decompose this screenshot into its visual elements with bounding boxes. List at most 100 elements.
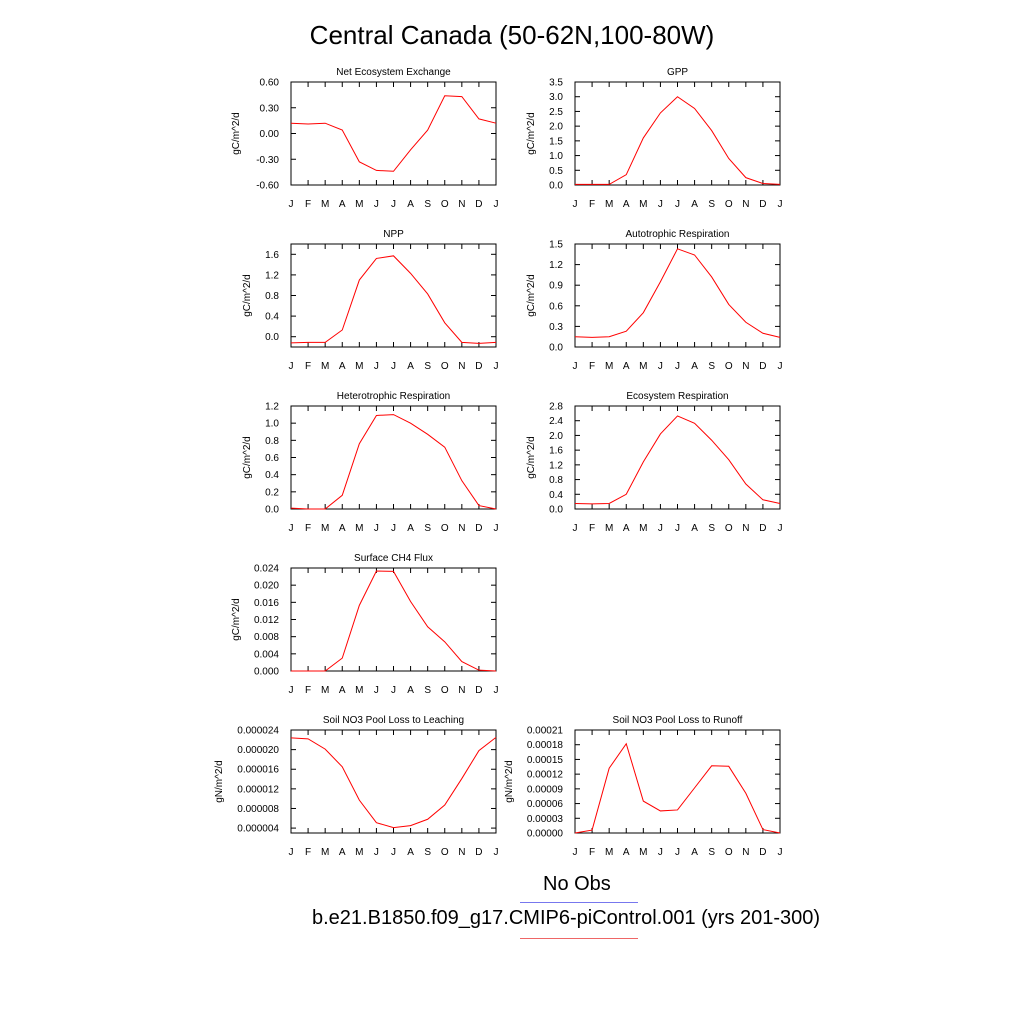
x-tick-label-4-2: M — [321, 523, 329, 534]
x-tick-label-4-6: J — [391, 523, 396, 534]
legend-line-model — [520, 938, 638, 939]
plot-frame-3 — [574, 243, 781, 348]
x-tick-label-4-5: J — [374, 523, 379, 534]
x-tick-label-7-1: F — [305, 847, 311, 858]
x-tick-label-1-5: J — [658, 199, 663, 210]
y-tick-label-6-4: 0.008 — [254, 632, 279, 643]
panel-title-0: Net Ecosystem Exchange — [336, 67, 451, 78]
x-tick-label-6-4: M — [355, 685, 363, 696]
y-tick-label-2-2: 0.8 — [265, 291, 279, 302]
x-tick-label-0-10: N — [458, 199, 465, 210]
panel-title-4: Heterotrophic Respiration — [337, 391, 450, 402]
plot-frame-7 — [290, 729, 497, 834]
x-tick-label-8-8: S — [708, 847, 715, 858]
y-tick-label-0-0: 0.60 — [260, 78, 280, 89]
series-line-7-0 — [290, 736, 497, 829]
y-tick-label-6-5: 0.004 — [254, 649, 279, 660]
y-axis-label-1: gC/m^2/d — [526, 112, 537, 155]
y-tick-label-7-1: 0.000020 — [237, 745, 279, 756]
series-line-0-0 — [290, 95, 497, 172]
panel-title-7: Soil NO3 Pool Loss to Leaching — [323, 715, 464, 726]
x-tick-label-1-3: A — [623, 199, 630, 210]
x-tick-label-8-12: J — [778, 847, 783, 858]
legend-label-obs: No Obs — [543, 873, 611, 895]
x-tick-label-7-2: M — [321, 847, 329, 858]
x-tick-label-0-4: M — [355, 199, 363, 210]
x-tick-label-0-8: S — [424, 199, 431, 210]
legend-label-model: b.e21.B1850.f09_g17.CMIP6-piControl.001 … — [312, 907, 821, 929]
x-tick-label-5-2: M — [605, 523, 613, 534]
x-tick-label-3-11: D — [759, 361, 766, 372]
plot-frame-1 — [574, 81, 781, 186]
y-tick-label-7-2: 0.000016 — [237, 765, 279, 776]
x-tick-label-2-10: N — [458, 361, 465, 372]
y-tick-label-0-2: 0.00 — [260, 129, 280, 140]
x-tick-label-5-7: A — [691, 523, 698, 534]
y-axis-label-0: gC/m^2/d — [231, 112, 242, 155]
x-tick-label-6-1: F — [305, 685, 311, 696]
x-tick-label-2-7: A — [407, 361, 414, 372]
x-tick-label-5-9: O — [725, 523, 733, 534]
x-tick-label-2-5: J — [374, 361, 379, 372]
y-tick-label-5-7: 0.0 — [549, 505, 563, 516]
y-tick-label-6-2: 0.016 — [254, 598, 279, 609]
plot-frame-4 — [290, 405, 497, 510]
y-tick-label-2-3: 0.4 — [265, 312, 279, 323]
y-tick-label-1-6: 0.5 — [549, 166, 563, 177]
x-tick-label-3-3: A — [623, 361, 630, 372]
y-tick-label-5-5: 0.8 — [549, 475, 563, 486]
x-tick-label-1-11: D — [759, 199, 766, 210]
x-tick-label-3-10: N — [742, 361, 749, 372]
y-tick-label-3-5: 0.0 — [549, 343, 563, 354]
x-tick-label-7-12: J — [494, 847, 499, 858]
x-tick-label-8-5: J — [658, 847, 663, 858]
y-axis-label-8: gN/m^2/d — [504, 760, 515, 803]
x-tick-label-2-1: F — [305, 361, 311, 372]
x-tick-label-1-9: O — [725, 199, 733, 210]
x-tick-label-5-11: D — [759, 523, 766, 534]
x-tick-label-8-1: F — [589, 847, 595, 858]
x-tick-label-4-10: N — [458, 523, 465, 534]
panel-title-6: Surface CH4 Flux — [354, 553, 433, 564]
x-tick-label-2-2: M — [321, 361, 329, 372]
x-tick-label-6-11: D — [475, 685, 482, 696]
x-tick-label-6-2: M — [321, 685, 329, 696]
y-tick-label-6-1: 0.020 — [254, 581, 279, 592]
x-tick-label-4-8: S — [424, 523, 431, 534]
plot-frame-6 — [290, 567, 497, 672]
x-tick-label-4-12: J — [494, 523, 499, 534]
x-tick-label-6-3: A — [339, 685, 346, 696]
x-tick-label-8-10: N — [742, 847, 749, 858]
y-tick-label-8-5: 0.00006 — [527, 799, 564, 810]
x-tick-label-2-4: M — [355, 361, 363, 372]
y-tick-label-6-0: 0.024 — [254, 564, 279, 575]
x-tick-label-2-6: J — [391, 361, 396, 372]
x-tick-label-8-7: A — [691, 847, 698, 858]
y-axis-label-7: gN/m^2/d — [214, 760, 225, 803]
y-tick-label-4-0: 1.2 — [265, 402, 279, 413]
y-tick-label-3-0: 1.5 — [549, 240, 563, 251]
x-tick-label-3-2: M — [605, 361, 613, 372]
y-axis-label-6: gC/m^2/d — [231, 598, 242, 641]
panel-title-8: Soil NO3 Pool Loss to Runoff — [613, 715, 743, 726]
x-tick-label-2-9: O — [441, 361, 449, 372]
y-axis-label-2: gC/m^2/d — [242, 274, 253, 317]
y-tick-label-5-6: 0.4 — [549, 490, 563, 501]
x-tick-label-1-6: J — [675, 199, 680, 210]
y-tick-label-2-4: 0.0 — [265, 332, 279, 343]
y-tick-label-8-6: 0.00003 — [527, 814, 564, 825]
x-tick-label-3-7: A — [691, 361, 698, 372]
x-tick-label-3-9: O — [725, 361, 733, 372]
y-axis-label-3: gC/m^2/d — [526, 274, 537, 317]
y-axis-label-4: gC/m^2/d — [242, 436, 253, 479]
x-tick-label-2-8: S — [424, 361, 431, 372]
y-tick-label-5-2: 2.0 — [549, 431, 563, 442]
series-line-1-0 — [575, 96, 781, 185]
plot-frame-2 — [290, 243, 497, 348]
x-tick-label-6-5: J — [374, 685, 379, 696]
x-tick-label-7-4: M — [355, 847, 363, 858]
y-tick-label-3-4: 0.3 — [549, 322, 563, 333]
y-tick-label-5-3: 1.6 — [549, 446, 563, 457]
x-tick-label-3-8: S — [708, 361, 715, 372]
